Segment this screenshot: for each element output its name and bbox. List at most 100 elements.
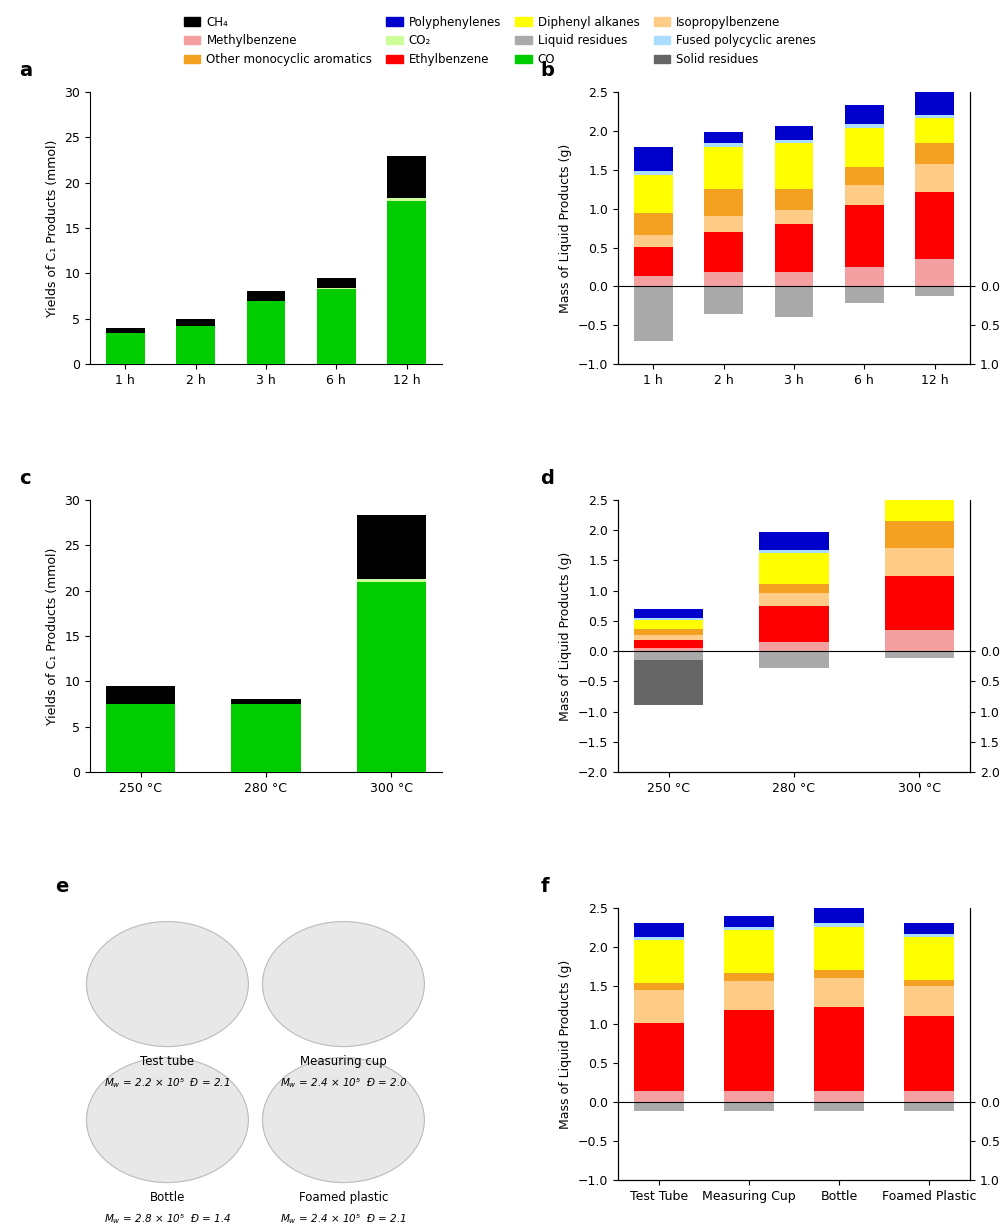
Bar xyxy=(775,140,813,143)
Y-axis label: Yields of C₁ Products (mmol): Yields of C₁ Products (mmol) xyxy=(46,547,59,725)
Bar xyxy=(724,981,774,1010)
Bar xyxy=(357,579,426,581)
Bar xyxy=(317,289,356,364)
Bar xyxy=(885,479,954,495)
Ellipse shape xyxy=(86,1057,248,1182)
Bar xyxy=(634,660,703,705)
Bar xyxy=(704,188,743,216)
Bar xyxy=(759,553,829,584)
Bar xyxy=(106,328,145,333)
Text: Test tube: Test tube xyxy=(140,1054,195,1068)
Bar xyxy=(317,279,356,289)
Bar xyxy=(759,551,829,553)
Bar xyxy=(845,167,884,186)
Bar xyxy=(634,648,703,651)
Bar xyxy=(845,186,884,205)
Bar xyxy=(759,532,829,551)
Bar xyxy=(845,286,884,304)
Bar xyxy=(724,930,774,973)
Bar xyxy=(704,216,743,232)
Bar xyxy=(759,592,829,606)
Bar xyxy=(915,92,954,114)
Bar xyxy=(634,991,684,1023)
Bar xyxy=(704,146,743,188)
Bar xyxy=(634,1102,684,1111)
Bar xyxy=(759,584,829,592)
Bar xyxy=(814,1008,864,1091)
Bar xyxy=(814,923,864,927)
Bar xyxy=(775,286,813,317)
Bar xyxy=(885,498,954,521)
Text: a: a xyxy=(20,61,33,80)
Bar xyxy=(845,124,884,128)
Bar xyxy=(634,635,703,640)
Bar xyxy=(775,125,813,140)
Bar xyxy=(885,575,954,630)
Bar xyxy=(759,606,829,642)
Legend: CH₄, Methylbenzene, Other monocyclic aromatics, Polyphenylenes, CO₂, Ethylbenzen: CH₄, Methylbenzene, Other monocyclic aro… xyxy=(180,12,820,70)
Text: b: b xyxy=(541,61,554,80)
Bar xyxy=(231,699,301,704)
Bar xyxy=(885,630,954,651)
Bar xyxy=(634,940,684,982)
Bar xyxy=(904,1102,954,1111)
Text: $M_w$ = 2.2 × 10⁵  $Đ$ = 2.1: $M_w$ = 2.2 × 10⁵ $Đ$ = 2.1 xyxy=(104,1077,231,1090)
Bar xyxy=(634,936,684,940)
Bar xyxy=(704,232,743,273)
Ellipse shape xyxy=(262,1057,424,1182)
Bar xyxy=(724,1091,774,1102)
Bar xyxy=(724,916,774,928)
Bar xyxy=(704,273,743,286)
Bar xyxy=(885,521,954,548)
Bar xyxy=(814,978,864,1008)
Bar xyxy=(775,224,813,273)
Bar xyxy=(724,973,774,981)
Bar xyxy=(904,1016,954,1091)
Bar xyxy=(885,651,954,659)
Bar xyxy=(814,970,864,978)
Bar xyxy=(634,619,703,629)
Bar xyxy=(634,175,673,214)
Bar xyxy=(904,923,954,934)
Y-axis label: Mass of Liquid Products (g): Mass of Liquid Products (g) xyxy=(559,552,572,720)
Bar xyxy=(775,273,813,286)
Bar xyxy=(904,938,954,981)
Y-axis label: Mass of Liquid Products (g): Mass of Liquid Products (g) xyxy=(559,144,572,312)
Text: Measuring cup: Measuring cup xyxy=(300,1054,387,1068)
Bar xyxy=(176,326,215,364)
Text: $M_w$ = 2.4 × 10⁵  $Đ$ = 2.0: $M_w$ = 2.4 × 10⁵ $Đ$ = 2.0 xyxy=(280,1077,407,1090)
Bar xyxy=(634,629,703,635)
Bar xyxy=(106,704,175,772)
Bar xyxy=(704,143,743,146)
Bar xyxy=(387,200,426,364)
Bar xyxy=(814,906,864,923)
Bar xyxy=(845,205,884,267)
Bar xyxy=(106,333,145,364)
Bar xyxy=(915,259,954,286)
Bar xyxy=(724,928,774,930)
Bar xyxy=(885,548,954,575)
Bar xyxy=(357,581,426,772)
Text: c: c xyxy=(20,468,31,488)
Bar xyxy=(634,640,703,648)
Bar xyxy=(775,210,813,224)
Text: e: e xyxy=(55,876,68,896)
Bar xyxy=(915,143,954,165)
Bar xyxy=(634,171,673,175)
Text: $M_w$ = 2.8 × 10⁵  $Đ$ = 1.4: $M_w$ = 2.8 × 10⁵ $Đ$ = 1.4 xyxy=(104,1213,231,1227)
Bar xyxy=(634,1023,684,1091)
Bar xyxy=(915,114,954,118)
Bar xyxy=(759,651,829,669)
Bar xyxy=(634,982,684,991)
Bar xyxy=(814,1102,864,1111)
Y-axis label: Mass of Liquid Products (g): Mass of Liquid Products (g) xyxy=(559,960,572,1128)
Bar xyxy=(634,651,703,660)
Bar xyxy=(915,165,954,192)
Bar xyxy=(247,301,285,364)
Bar xyxy=(634,1091,684,1102)
Bar xyxy=(634,286,673,340)
Bar xyxy=(634,247,673,275)
Bar xyxy=(634,923,684,936)
Bar xyxy=(724,1102,774,1111)
Bar xyxy=(904,934,954,938)
